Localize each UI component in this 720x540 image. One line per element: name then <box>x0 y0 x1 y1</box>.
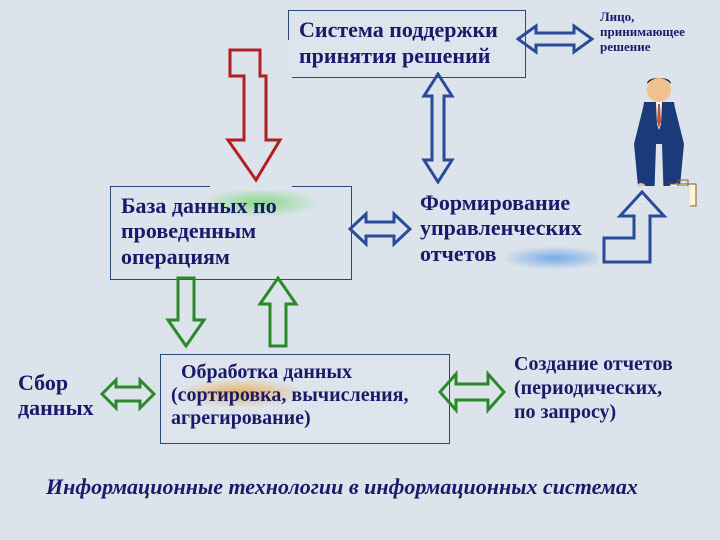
reports-block: Формирование управленческих отчетов <box>420 190 582 266</box>
reports-line1: Формирование <box>420 190 570 215</box>
create-line3: по запросу) <box>514 401 616 423</box>
db-line1: База данных по <box>121 193 277 218</box>
arrow-db-reports <box>348 210 412 248</box>
arrow-title-reports <box>418 72 458 184</box>
person-label-line2: принимающее <box>600 24 685 39</box>
arrow-db-down <box>164 276 208 350</box>
person-label: Лицо, принимающее решение <box>600 10 685 55</box>
db-line2: проведенным <box>121 218 256 243</box>
collect-line2: данных <box>18 395 94 420</box>
arrow-collect-process <box>100 374 156 414</box>
create-reports-block: Создание отчетов (периодических, по запр… <box>514 352 673 424</box>
person-label-line3: решение <box>600 39 651 54</box>
process-box: Обработка данных (сортировка, вычисления… <box>160 354 450 444</box>
footer-text: Информационные технологии в информационн… <box>46 474 638 500</box>
arrow-process-up <box>256 276 300 350</box>
process-line1: Обработка данных <box>181 361 352 383</box>
person-label-line1: Лицо, <box>600 9 634 24</box>
title-line2: принятия решений <box>299 43 490 68</box>
reports-line2: управленческих <box>420 215 582 240</box>
arrow-red <box>216 48 288 186</box>
title-box: Система поддержки принятия решений <box>288 10 526 78</box>
db-box: База данных по проведенным операциям <box>110 186 352 280</box>
reports-line3: отчетов <box>420 241 497 266</box>
create-line1: Создание отчетов <box>514 353 673 375</box>
process-line2: (сортировка, вычисления, <box>171 384 408 406</box>
arrow-reports-person-clean <box>598 190 690 282</box>
process-line3: агрегирование) <box>171 407 311 429</box>
db-line3: операциям <box>121 244 230 269</box>
create-line2: (периодических, <box>514 377 662 399</box>
title-line1: Система поддержки <box>299 17 498 42</box>
collect-line1: Сбор <box>18 370 68 395</box>
collect-block: Сбор данных <box>18 370 94 421</box>
arrow-title-person <box>516 22 594 56</box>
arrow-process-create <box>438 370 506 414</box>
